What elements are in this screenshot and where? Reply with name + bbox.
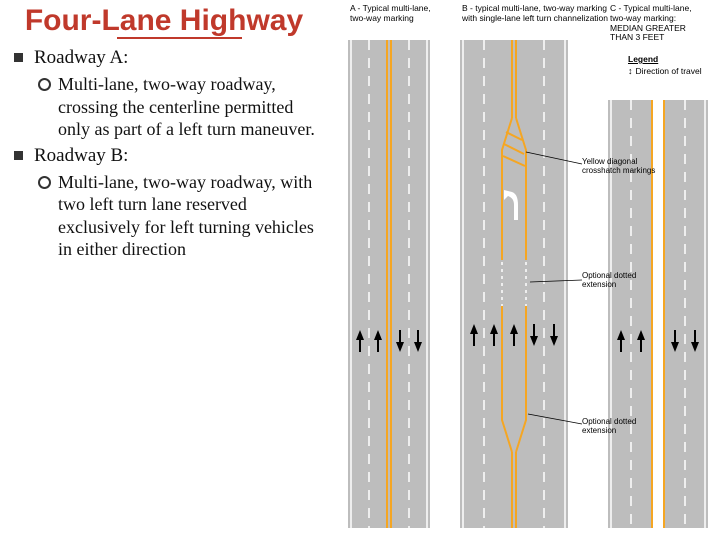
sub-text: Multi-lane, two-way roadway, crossing th…	[58, 73, 320, 141]
bullet-label: Roadway B:	[34, 145, 320, 167]
caption-c: C - Typical multi-lane, two-way marking:…	[610, 4, 692, 43]
text-content-panel: Four-Lane Highway Roadway A: Multi-lane,…	[0, 0, 328, 540]
annot-dotted-1: Optional dotted extension	[582, 272, 636, 290]
sub-list: Multi-lane, two-way roadway, with two le…	[34, 171, 320, 261]
leader-line-icon	[526, 410, 584, 426]
annot-dotted-2: Optional dotted extension	[582, 418, 636, 436]
bullet-list: Roadway A: Multi-lane, two-way roadway, …	[8, 47, 320, 261]
bullet-roadway-b: Roadway B: Multi-lane, two-way roadway, …	[8, 145, 320, 261]
sub-item: Multi-lane, two-way roadway, crossing th…	[34, 73, 320, 141]
legend-item: Direction of travel	[636, 66, 702, 76]
caption-b: B - typical multi-lane, two-way marking …	[462, 4, 608, 24]
caption-a: A - Typical multi-lane, two-way marking	[350, 4, 431, 24]
road-a-svg	[348, 40, 430, 528]
legend-box: Legend ↕ Direction of travel	[628, 54, 702, 76]
sub-list: Multi-lane, two-way roadway, crossing th…	[34, 73, 320, 141]
sub-item: Multi-lane, two-way roadway, with two le…	[34, 171, 320, 261]
arrow-icon: ↕	[628, 66, 633, 76]
leader-line-icon	[524, 146, 584, 172]
sub-text: Multi-lane, two-way roadway, with two le…	[58, 171, 320, 261]
slide-title: Four-Lane Highway	[8, 4, 320, 37]
road-diagram-panel: A - Typical multi-lane, two-way marking …	[328, 0, 720, 540]
annot-crosshatch: Yellow diagonal crosshatch markings	[582, 158, 655, 176]
leader-line-icon	[528, 276, 584, 286]
bullet-label: Roadway A:	[34, 47, 320, 69]
legend-title: Legend	[628, 54, 702, 64]
bullet-roadway-a: Roadway A: Multi-lane, two-way roadway, …	[8, 47, 320, 141]
